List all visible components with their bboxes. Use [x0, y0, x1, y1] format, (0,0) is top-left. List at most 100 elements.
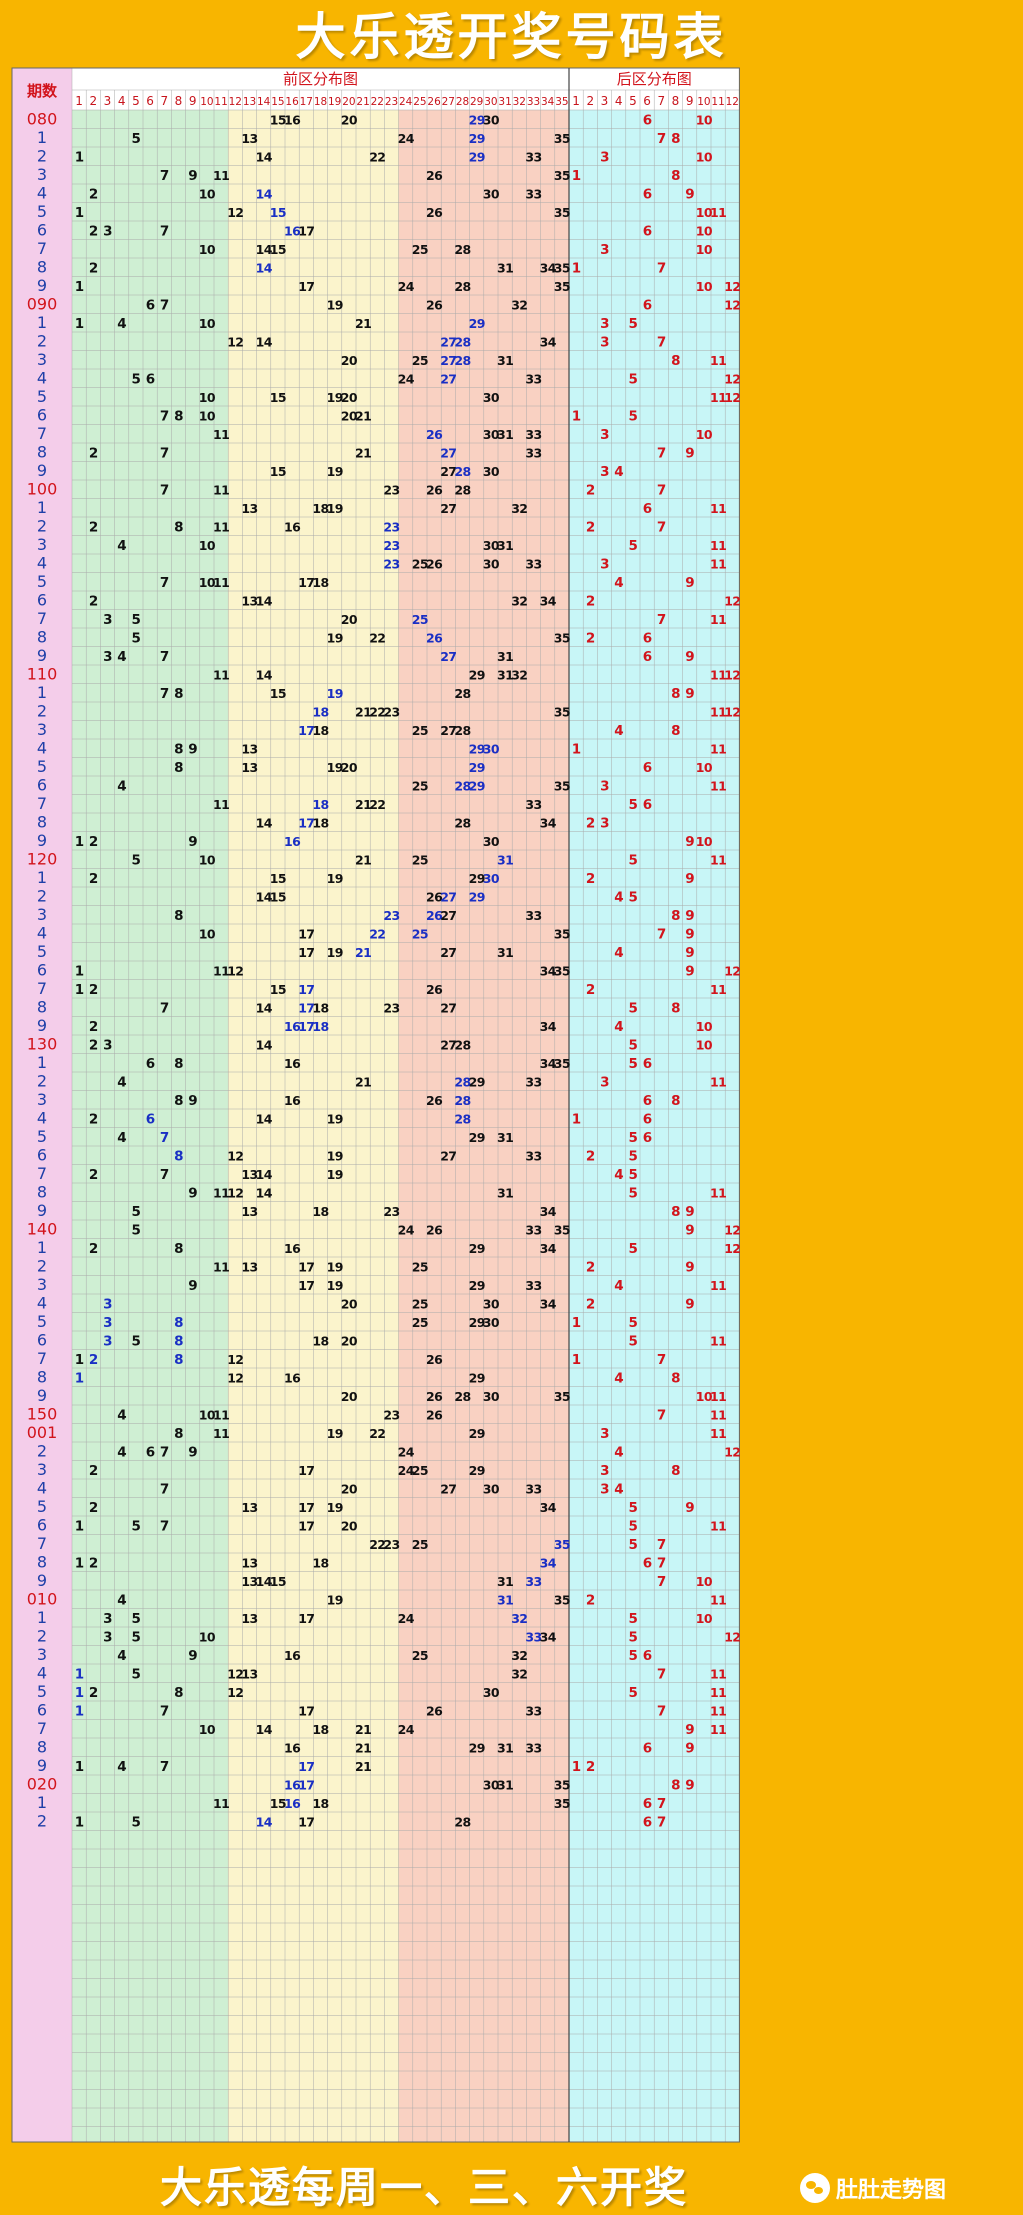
front-number: 29	[469, 667, 485, 682]
issue-number: 9	[37, 461, 47, 480]
issue-number: 020	[27, 1774, 58, 1793]
front-number: 17	[298, 1703, 314, 1718]
front-column-header: 6	[146, 94, 154, 108]
front-number: 5	[132, 1814, 141, 1830]
front-number: 33	[525, 371, 541, 386]
back-number: 1	[572, 1111, 581, 1127]
front-number: 17	[298, 279, 314, 294]
front-number: 18	[312, 501, 328, 516]
front-number: 32	[511, 297, 527, 312]
back-number: 11	[710, 205, 726, 220]
front-number: 7	[160, 1444, 169, 1460]
issue-number: 7	[37, 424, 47, 443]
front-number: 22	[369, 926, 385, 941]
back-number: 6	[643, 630, 652, 646]
back-number: 12	[724, 390, 740, 405]
front-number: 35	[554, 1389, 570, 1404]
front-number: 2	[89, 1463, 98, 1479]
front-number: 15	[270, 242, 286, 257]
front-number: 34	[540, 1296, 557, 1311]
front-number: 6	[146, 1111, 155, 1127]
front-column-header: 31	[498, 96, 511, 108]
back-number: 3	[600, 778, 609, 794]
back-number: 10	[696, 760, 713, 775]
front-number: 13	[241, 1204, 257, 1219]
back-number: 7	[657, 1555, 666, 1571]
front-number: 29	[469, 1130, 485, 1145]
back-number: 11	[710, 1407, 726, 1422]
back-number: 6	[643, 501, 652, 517]
front-number: 10	[199, 538, 216, 553]
front-number: 12	[227, 1666, 243, 1681]
front-number: 8	[174, 1093, 183, 1109]
front-number: 4	[117, 1130, 126, 1146]
front-number: 3	[103, 1315, 112, 1331]
front-number: 28	[454, 815, 470, 830]
back-number: 8	[671, 353, 680, 369]
front-number: 3	[103, 1629, 112, 1645]
front-number: 5	[132, 1333, 141, 1349]
front-number: 17	[298, 1019, 314, 1034]
front-column-header: 32	[513, 96, 526, 108]
front-number: 18	[312, 1019, 328, 1034]
front-number: 17	[298, 1500, 314, 1515]
front-number: 31	[497, 538, 513, 553]
back-number: 5	[629, 1518, 638, 1534]
back-number: 9	[685, 908, 694, 924]
front-number: 20	[341, 353, 358, 368]
front-number: 29	[469, 1241, 485, 1256]
front-number: 10	[199, 1407, 216, 1422]
issue-number: 2	[37, 1811, 47, 1830]
front-number: 18	[312, 575, 328, 590]
front-number: 28	[454, 1093, 470, 1108]
front-number: 18	[312, 815, 328, 830]
front-number: 29	[469, 1370, 485, 1385]
front-number: 14	[256, 667, 273, 682]
front-number: 3	[103, 1333, 112, 1349]
front-column-header: 13	[243, 96, 256, 108]
front-number: 7	[160, 1130, 169, 1146]
back-number: 5	[629, 1537, 638, 1553]
back-number: 11	[710, 1722, 726, 1737]
front-column-header: 29	[470, 96, 483, 108]
front-column-header: 28	[456, 96, 469, 108]
front-column-header: 24	[399, 96, 413, 108]
issue-number: 9	[37, 646, 47, 665]
front-number: 9	[188, 834, 197, 850]
front-number: 18	[312, 1000, 328, 1015]
issue-number: 9	[37, 1756, 47, 1775]
front-number: 12	[227, 1185, 243, 1200]
front-number: 29	[469, 1426, 485, 1441]
back-number: 6	[643, 1130, 652, 1146]
issue-number: 2	[37, 701, 47, 720]
front-number: 29	[469, 1074, 485, 1089]
back-number: 9	[685, 945, 694, 961]
issue-number: 8	[37, 1182, 47, 1201]
front-number: 19	[327, 760, 343, 775]
back-number: 1	[572, 168, 581, 184]
back-number: 7	[657, 1537, 666, 1553]
back-number: 5	[629, 797, 638, 813]
front-number: 10	[199, 1722, 216, 1737]
back-number: 10	[696, 1037, 713, 1052]
front-number: 14	[256, 889, 273, 904]
front-number: 12	[227, 1352, 243, 1367]
front-number: 19	[327, 501, 343, 516]
issue-number: 7	[37, 794, 47, 813]
back-number: 7	[657, 334, 666, 350]
front-number: 31	[497, 1574, 513, 1589]
front-number: 30	[483, 741, 500, 756]
front-number: 19	[327, 945, 343, 960]
front-number: 33	[525, 1278, 541, 1293]
front-number: 4	[117, 538, 126, 554]
front-number: 32	[511, 1666, 527, 1681]
front-number: 20	[341, 408, 358, 423]
front-number: 8	[174, 1352, 183, 1368]
front-number: 16	[284, 112, 301, 127]
issue-number: 3	[37, 1460, 47, 1479]
back-number: 8	[671, 168, 680, 184]
front-number: 17	[298, 223, 314, 238]
issue-number: 4	[37, 1478, 47, 1497]
back-number: 6	[643, 297, 652, 313]
